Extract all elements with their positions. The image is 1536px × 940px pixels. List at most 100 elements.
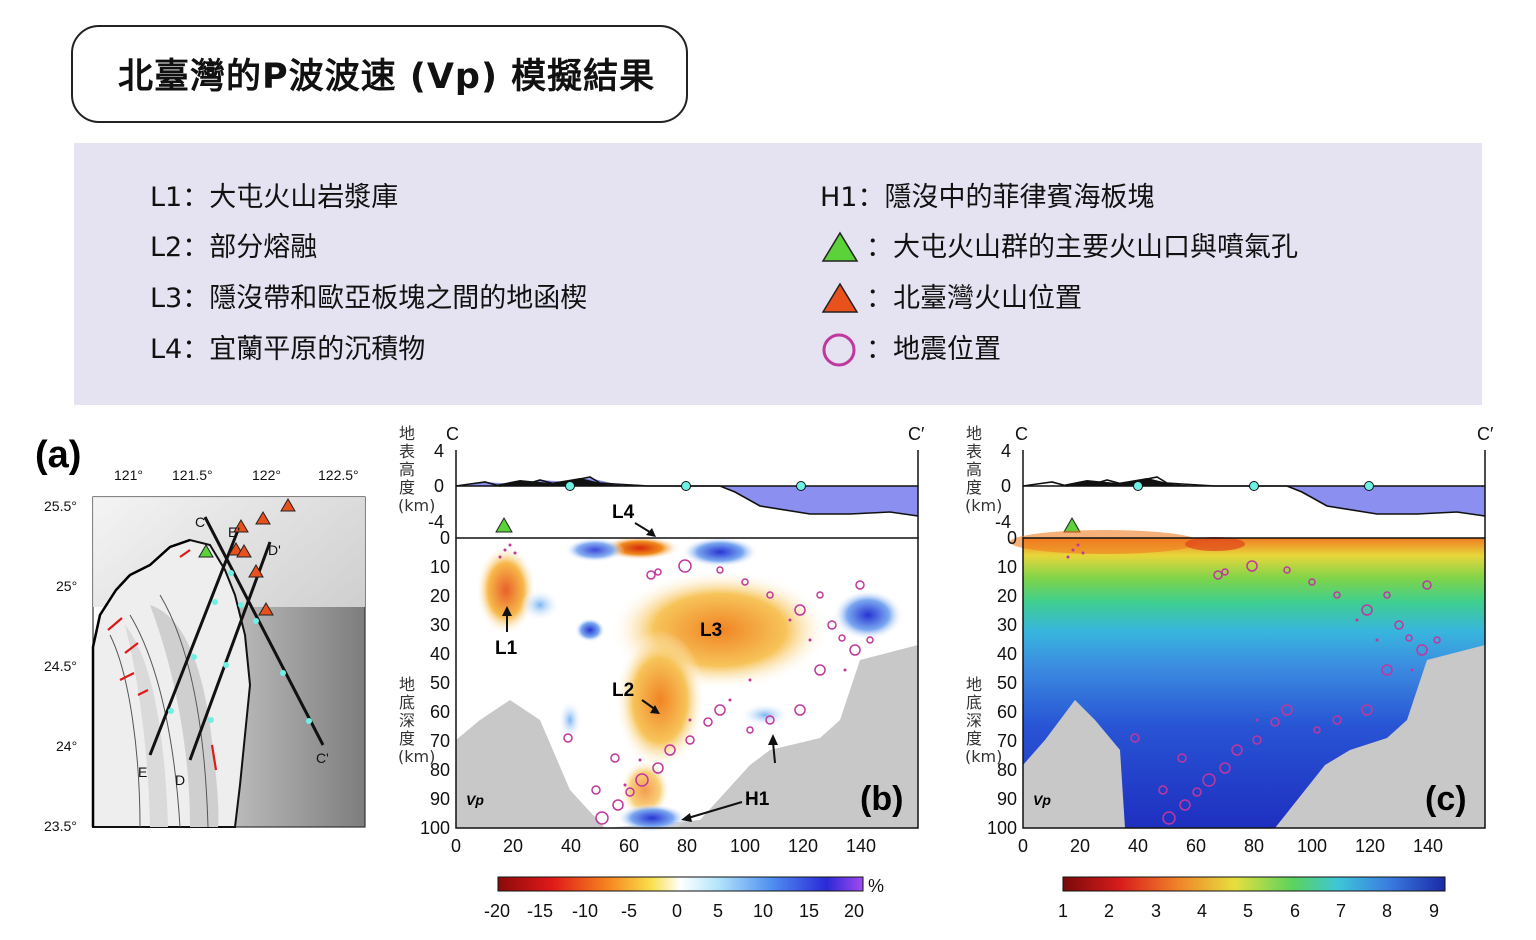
axis-tick-label: 6 (1290, 901, 1300, 921)
axis-tick-label: 3 (1151, 901, 1161, 921)
profile-end-label: C′ (908, 424, 925, 444)
panel-b-label: (b) (860, 780, 903, 818)
axis-tick-label: -20 (484, 901, 510, 921)
panel-b-bottom-ylabel: 地底深度(km) (398, 675, 436, 766)
axis-tick-label: 0 (1018, 836, 1028, 856)
top-tick: 0 (1001, 476, 1011, 496)
lat-tick: 24.5° (44, 658, 77, 674)
axis-tick-label: 9 (1429, 901, 1439, 921)
axis-tick-label: 30 (430, 615, 450, 635)
legend-l1: L1：大屯火山岩漿庫 (150, 182, 399, 213)
legend-earthquake: ：地震位置 (866, 334, 1001, 365)
axis-tick-label: 20 (844, 901, 864, 921)
top-tick: 4 (434, 441, 444, 461)
vp-tag: Vp (1033, 792, 1051, 808)
axis-tick-label: 50 (997, 673, 1017, 693)
axis-tick-label: 5 (713, 901, 723, 921)
top-tick: -4 (995, 512, 1011, 532)
axis-tick-label: 15 (799, 901, 819, 921)
axis-tick-label: 140 (846, 836, 876, 856)
axis-tick-label: 70 (997, 731, 1017, 751)
panel-c-top-ylabel: 地表高度(km) (965, 424, 1003, 515)
axis-tick-label: 0 (451, 836, 461, 856)
vp-tag: Vp (466, 792, 484, 808)
axis-tick-label: 10 (753, 901, 773, 921)
profile-c-start: C (195, 514, 205, 530)
annotation-h1: H1 (745, 789, 770, 810)
axis-tick-label: 140 (1413, 836, 1443, 856)
section-panel-c: C C′ 4 0 -4 Vp (c) 0 10 20 30 40 50 60 7… (987, 424, 1494, 921)
lon-tick: 121.5° (172, 467, 213, 483)
section-panel-b: C C′ 4 0 -4 L4 L1 L3 (420, 424, 925, 921)
axis-tick-label: 120 (788, 836, 818, 856)
profile-e-end: E' (228, 524, 240, 540)
legend-volcano: ：北臺灣火山位置 (866, 283, 1082, 314)
axis-tick-label: 0 (1007, 528, 1017, 548)
axis-tick-label: 40 (997, 644, 1017, 664)
axis-tick-label: 20 (503, 836, 523, 856)
axis-tick-label: 80 (430, 760, 450, 780)
panel-c-label: (c) (1425, 780, 1467, 818)
lat-tick: 25° (56, 578, 77, 594)
axis-tick-label: -15 (527, 901, 553, 921)
axis-tick-label: 120 (1355, 836, 1385, 856)
orange-triangle-icon (821, 282, 859, 313)
legend-l4: L4：宜蘭平原的沉積物 (150, 334, 426, 365)
axis-tick-label: 40 (561, 836, 581, 856)
axis-tick-label: 50 (430, 673, 450, 693)
legend-crater: ：大屯火山群的主要火山口與噴氣孔 (866, 232, 1298, 263)
axis-tick-label: 0 (672, 901, 682, 921)
lat-tick: 24° (56, 738, 77, 754)
annotation-l4: L4 (612, 502, 635, 523)
axis-tick-label: 100 (1297, 836, 1327, 856)
axis-tick-label: 60 (430, 702, 450, 722)
panel-c-bottom-ylabel: 地底深度(km) (965, 675, 1003, 766)
axis-tick-label: 40 (430, 644, 450, 664)
annotation-l1: L1 (495, 638, 518, 659)
lat-tick: 23.5° (44, 818, 77, 834)
lon-tick: 121° (114, 467, 143, 483)
axis-tick-label: 2 (1104, 901, 1114, 921)
top-tick: 4 (1001, 441, 1011, 461)
profile-start-label: C (1015, 424, 1028, 444)
axis-tick-label: 20 (1070, 836, 1090, 856)
page-title: 北臺灣的P波波速 (Vp) 模擬結果 (118, 57, 656, 97)
axis-tick-label: 10 (997, 557, 1017, 577)
earthquake-circle-icon (822, 333, 856, 367)
axis-tick-label: 80 (1244, 836, 1264, 856)
axis-tick-label: 0 (440, 528, 450, 548)
legend-h1: H1：隱沒中的菲律賓海板塊 (820, 182, 1155, 213)
axis-tick-label: 5 (1243, 901, 1253, 921)
colorbar-unit: % (868, 876, 884, 896)
profile-e-start: E (138, 764, 147, 780)
map-panel-a: (a) 121° 121.5° 122° 122.5° 25.5° 25° 24… (35, 434, 366, 834)
title-box (71, 25, 688, 123)
axis-tick-label: 30 (997, 615, 1017, 635)
lon-tick: 122° (252, 467, 281, 483)
top-tick: -4 (428, 512, 444, 532)
profile-c-end: C' (316, 750, 329, 766)
axis-tick-label: 90 (997, 789, 1017, 809)
legend-l2: L2：部分熔融 (150, 232, 318, 263)
axis-tick-label: 40 (1128, 836, 1148, 856)
axis-tick-label: 60 (997, 702, 1017, 722)
legend-panel (74, 143, 1482, 405)
profile-end-label: C′ (1477, 424, 1494, 444)
axis-tick-label: 7 (1336, 901, 1346, 921)
profile-d-end: D' (268, 542, 281, 558)
axis-tick-label: 4 (1197, 901, 1207, 921)
axis-tick-label: 100 (730, 836, 760, 856)
axis-tick-label: 90 (430, 789, 450, 809)
lat-tick: 25.5° (44, 498, 77, 514)
top-tick: 0 (434, 476, 444, 496)
axis-tick-label: 100 (987, 818, 1017, 838)
axis-tick-label: -5 (621, 901, 637, 921)
green-triangle-icon (821, 231, 859, 262)
axis-tick-label: -10 (572, 901, 598, 921)
lon-tick: 122.5° (318, 467, 359, 483)
profile-d-start: D (175, 772, 185, 788)
annotation-l3: L3 (700, 620, 722, 641)
axis-tick-label: 80 (997, 760, 1017, 780)
axis-tick-label: 60 (619, 836, 639, 856)
panel-b-top-ylabel: 地表高度(km) (398, 424, 436, 515)
